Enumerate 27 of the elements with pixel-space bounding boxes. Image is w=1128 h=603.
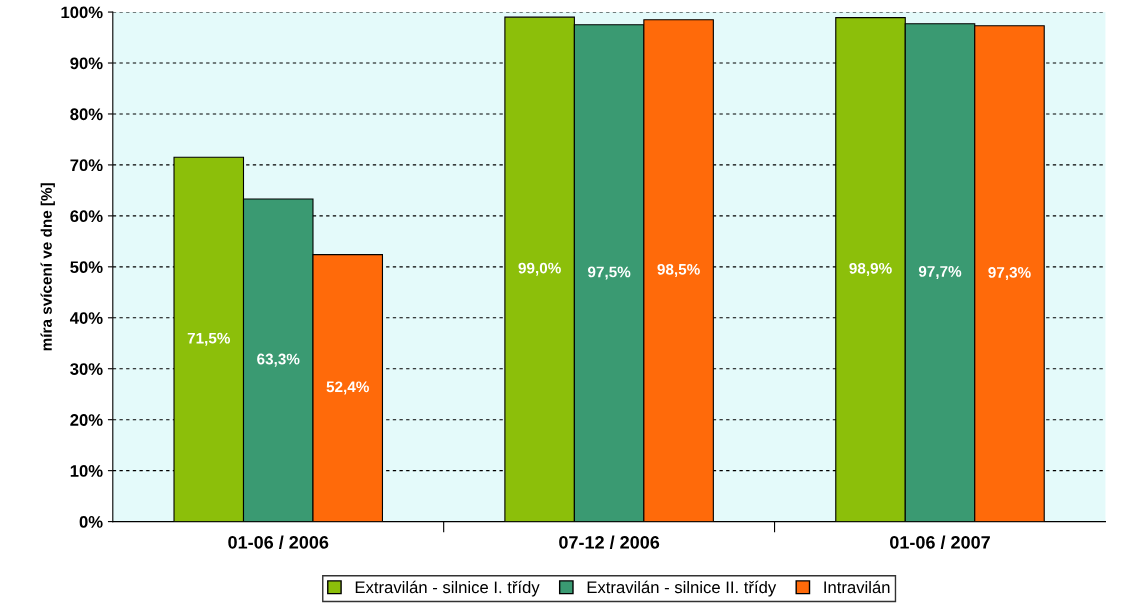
y-tick-label: 0% bbox=[79, 516, 103, 528]
data-label: 71,5% bbox=[187, 332, 231, 346]
data-label: 97,5% bbox=[587, 266, 631, 280]
data-label: 99,0% bbox=[518, 262, 561, 276]
y-tick-label: 100% bbox=[61, 6, 103, 19]
y-tick-label: 90% bbox=[70, 57, 103, 70]
data-label: 97,7% bbox=[918, 265, 962, 279]
data-label: 52,4% bbox=[326, 381, 369, 395]
y-tick-label: 40% bbox=[69, 312, 103, 324]
legend-label: Extravilán - silnice I. třídy bbox=[355, 580, 540, 597]
y-tick-label: 10% bbox=[70, 465, 103, 477]
legend-label: Extravilán - silnice II. třídy bbox=[587, 580, 777, 597]
y-tick-label: 70% bbox=[70, 159, 103, 172]
y-axis-title: míra svícení ve dne [%] bbox=[40, 183, 55, 351]
y-tick-label: 60% bbox=[70, 210, 103, 223]
x-tick-label: 01-06 / 2006 bbox=[228, 535, 329, 549]
y-tick-label: 20% bbox=[70, 414, 103, 426]
y-tick-label: 80% bbox=[70, 108, 103, 121]
data-label: 97,3% bbox=[988, 266, 1031, 281]
x-tick-label: 01-06 / 2007 bbox=[890, 535, 990, 549]
data-label: 98,9% bbox=[849, 262, 892, 276]
y-tick-label: 30% bbox=[70, 363, 103, 375]
data-label: 98,5% bbox=[657, 263, 700, 277]
x-tick-label: 07-12 / 2006 bbox=[559, 535, 660, 549]
legend-label: Intravilán bbox=[824, 580, 890, 594]
y-tick-label: 50% bbox=[70, 261, 103, 274]
data-label: 63,3% bbox=[257, 353, 300, 367]
